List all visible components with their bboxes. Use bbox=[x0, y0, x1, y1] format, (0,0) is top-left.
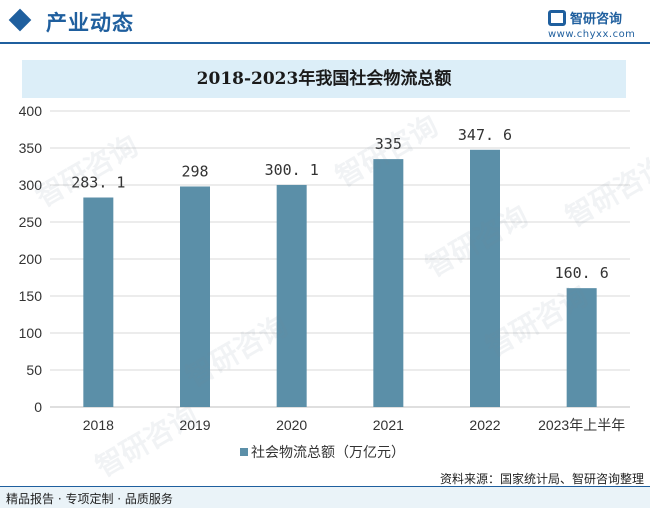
bar bbox=[83, 197, 114, 407]
x-tick-label: 2020 bbox=[276, 417, 307, 433]
bar bbox=[470, 149, 500, 407]
y-tick-label: 100 bbox=[19, 325, 43, 341]
y-tick-label: 50 bbox=[26, 362, 42, 378]
page-footer: 精品报告 · 专项定制 · 品质服务 资料来源：国家统计局、智研咨询整理 bbox=[0, 472, 650, 508]
y-tick-label: 0 bbox=[34, 399, 42, 415]
x-tick-label: 2022 bbox=[469, 417, 500, 433]
footer-divider bbox=[0, 486, 650, 487]
y-tick-label: 400 bbox=[19, 103, 43, 119]
data-label: 347. 6 bbox=[458, 126, 512, 144]
data-label: 160. 6 bbox=[555, 264, 609, 282]
header-divider bbox=[0, 42, 650, 44]
x-tick-label: 2019 bbox=[179, 417, 210, 433]
data-label: 283. 1 bbox=[71, 174, 125, 192]
y-tick-label: 300 bbox=[19, 177, 43, 193]
x-tick-label: 2023年上半年 bbox=[538, 417, 625, 433]
bar-chart: 0 50 100 150 200 250 300 350 400 283. 1 2018 298 201… bbox=[19, 103, 630, 461]
logo-name: 智研咨询 bbox=[570, 12, 623, 27]
y-tick-label: 350 bbox=[19, 140, 43, 156]
bar bbox=[180, 186, 210, 407]
chart-title: 2018-2023年我国社会物流总额 bbox=[196, 69, 452, 89]
logo-url: www.chyxx.com bbox=[548, 29, 636, 40]
source-note: 资料来源：国家统计局、智研咨询整理 bbox=[439, 472, 644, 486]
y-tick-label: 250 bbox=[19, 214, 43, 230]
chart-title-bar: 2018-2023年我国社会物流总额 bbox=[22, 60, 626, 98]
x-tick-label: 2021 bbox=[373, 417, 404, 433]
brand-logo: 智研咨询 www.chyxx.com bbox=[548, 8, 638, 42]
bar bbox=[566, 288, 597, 407]
footer-tagline: 精品报告 · 专项定制 · 品质服务 bbox=[6, 492, 173, 506]
page-header: 产业动态 智研咨询 www.chyxx.com bbox=[0, 0, 650, 44]
legend-label: 社会物流总额（万亿元） bbox=[251, 445, 405, 461]
legend-swatch bbox=[240, 448, 248, 456]
bar bbox=[373, 159, 404, 407]
y-tick-label: 200 bbox=[19, 251, 43, 267]
y-tick-label: 150 bbox=[19, 288, 43, 304]
page-title: 产业动态 bbox=[46, 11, 134, 35]
bar bbox=[276, 184, 307, 407]
logo-mark-icon bbox=[548, 10, 566, 26]
x-tick-label: 2018 bbox=[83, 417, 114, 433]
data-label: 300. 1 bbox=[265, 161, 319, 179]
diamond-icon bbox=[8, 8, 32, 32]
data-label: 335 bbox=[375, 135, 402, 153]
data-label: 298 bbox=[181, 162, 208, 180]
